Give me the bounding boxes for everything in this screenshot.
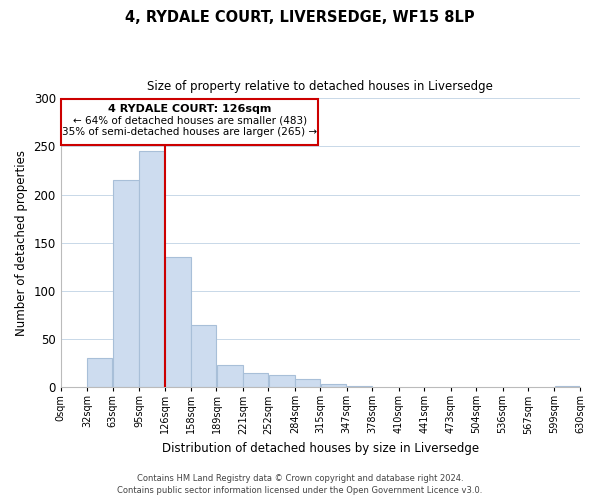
Bar <box>217 365 242 387</box>
Bar <box>113 180 139 387</box>
X-axis label: Distribution of detached houses by size in Liversedge: Distribution of detached houses by size … <box>162 442 479 455</box>
Bar <box>555 386 580 387</box>
Bar <box>347 386 372 387</box>
Bar <box>269 374 295 387</box>
Bar <box>243 373 268 387</box>
Bar <box>191 324 216 387</box>
Bar <box>88 358 112 387</box>
Text: 4 RYDALE COURT: 126sqm: 4 RYDALE COURT: 126sqm <box>108 104 271 114</box>
Text: ← 64% of detached houses are smaller (483): ← 64% of detached houses are smaller (48… <box>73 116 307 126</box>
Text: Contains HM Land Registry data © Crown copyright and database right 2024.
Contai: Contains HM Land Registry data © Crown c… <box>118 474 482 495</box>
Title: Size of property relative to detached houses in Liversedge: Size of property relative to detached ho… <box>148 80 493 93</box>
Text: 35% of semi-detached houses are larger (265) →: 35% of semi-detached houses are larger (… <box>62 127 317 137</box>
Bar <box>165 257 191 387</box>
Bar <box>295 378 320 387</box>
Bar <box>320 384 346 387</box>
FancyBboxPatch shape <box>61 100 318 144</box>
Y-axis label: Number of detached properties: Number of detached properties <box>15 150 28 336</box>
Text: 4, RYDALE COURT, LIVERSEDGE, WF15 8LP: 4, RYDALE COURT, LIVERSEDGE, WF15 8LP <box>125 10 475 25</box>
Bar <box>139 152 164 387</box>
